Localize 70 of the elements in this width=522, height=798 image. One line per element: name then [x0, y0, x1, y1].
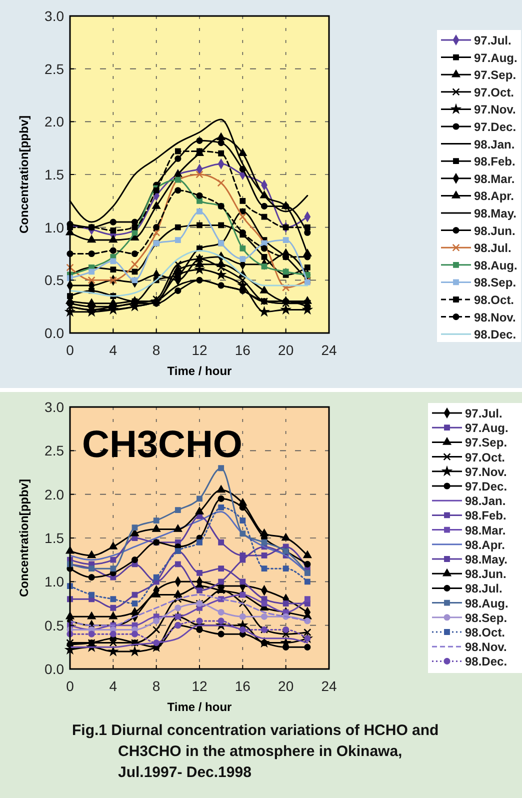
legend-label: 97.Sep. [474, 68, 516, 82]
y-tick-label: 2.0 [44, 114, 64, 130]
y-tick-label: 0.5 [44, 272, 64, 288]
y-tick-label: 1.5 [44, 166, 64, 182]
x-tick-label: 12 [192, 678, 208, 694]
legend-label: 98.Jul. [474, 241, 512, 256]
legend-label: 97.Jul. [474, 34, 512, 48]
legend-label: 98.May. [465, 552, 508, 566]
legend-label: 98.Jun. [465, 567, 506, 582]
y-axis-title: Concentration[ppbv] [17, 479, 31, 597]
legend-label: 98.Aug. [465, 596, 508, 610]
x-tick-label: 0 [66, 342, 74, 358]
y-tick-label: 0.0 [44, 325, 64, 341]
legend-label: 98.Nov. [465, 640, 507, 654]
x-tick-label: 24 [321, 342, 337, 358]
y-tick-label: 3.0 [44, 399, 64, 415]
legend-label: 98.Mar. [474, 172, 515, 186]
y-tick-label: 2.5 [44, 60, 64, 77]
y-axis-title: Concentration[ppbv] [17, 116, 31, 234]
legend-label: 97.Dec. [465, 480, 508, 494]
legend-label: 98.Oct. [465, 626, 506, 640]
x-axis-title: Time / hour [167, 364, 232, 378]
legend-label: 97.Jul. [465, 406, 502, 420]
x-tick-label: 0 [66, 678, 74, 694]
legend-label: 97.Nov. [465, 464, 507, 479]
x-tick-label: 24 [321, 678, 337, 694]
legend-label: 98.Jun. [474, 224, 516, 238]
legend-label: 98.May. [474, 206, 516, 220]
legend-label: 97.Oct. [465, 450, 506, 464]
x-tick-label: 20 [278, 678, 294, 694]
y-tick-label: 1.0 [44, 574, 64, 590]
legend-label: 98.Apr. [465, 538, 506, 552]
x-tick-label: 20 [278, 342, 294, 358]
legend-label: 98.Aug. [474, 258, 518, 272]
legend-label: 98.Mar. [465, 523, 506, 538]
x-tick-label: 16 [234, 342, 251, 358]
x-tick-label: 4 [109, 678, 118, 694]
legend-label: 98.Jan. [465, 494, 506, 508]
y-tick-label: 1.5 [44, 530, 64, 546]
legend-label: 98.Jan. [474, 137, 515, 152]
y-tick-label: 1.0 [44, 219, 64, 236]
legend-label: 98.Jul. [465, 582, 502, 596]
x-tick-label: 4 [109, 342, 118, 358]
legend-label: 97.Dec. [474, 120, 516, 134]
x-tick-label: 8 [152, 342, 160, 358]
legend-label: 98.Oct. [474, 293, 514, 307]
legend-label: 97.Nov. [474, 102, 516, 117]
legend-label: 98.Feb. [465, 508, 506, 523]
legend-label: 98.Feb. [474, 154, 516, 169]
x-tick-label: 16 [234, 678, 251, 694]
legend-label: 97.Aug. [465, 421, 508, 436]
caption: Fig.1 Diurnal concentration variations of HCHO and CH3CHO in the atmosphere in Okinawa, Jul.1997- Dec.1998 [72, 722, 439, 781]
legend-label: 98.Sep. [474, 276, 516, 290]
y-tick-label: 2.0 [44, 486, 64, 502]
legend-label: 97.Sep. [465, 436, 508, 450]
legend-label: 98.Nov. [474, 310, 516, 324]
annotation: CH3CHO [82, 424, 242, 466]
legend-label: 97.Oct. [474, 85, 514, 100]
x-axis-title: Time / hour [167, 700, 232, 714]
legend-label: 98.Sep. [465, 610, 508, 625]
legend-label: 98.Apr. [474, 189, 514, 204]
y-tick-label: 0.5 [44, 617, 64, 634]
y-tick-label: 3.0 [44, 8, 64, 24]
x-tick-label: 12 [192, 342, 208, 358]
x-tick-label: 8 [152, 678, 160, 694]
legend-label: 98.Dec. [465, 654, 508, 669]
legend-label: 97.Aug. [474, 50, 518, 65]
y-tick-label: 2.5 [44, 442, 64, 459]
y-tick-label: 0.0 [44, 661, 64, 677]
legend-label: 98.Dec. [474, 328, 516, 342]
